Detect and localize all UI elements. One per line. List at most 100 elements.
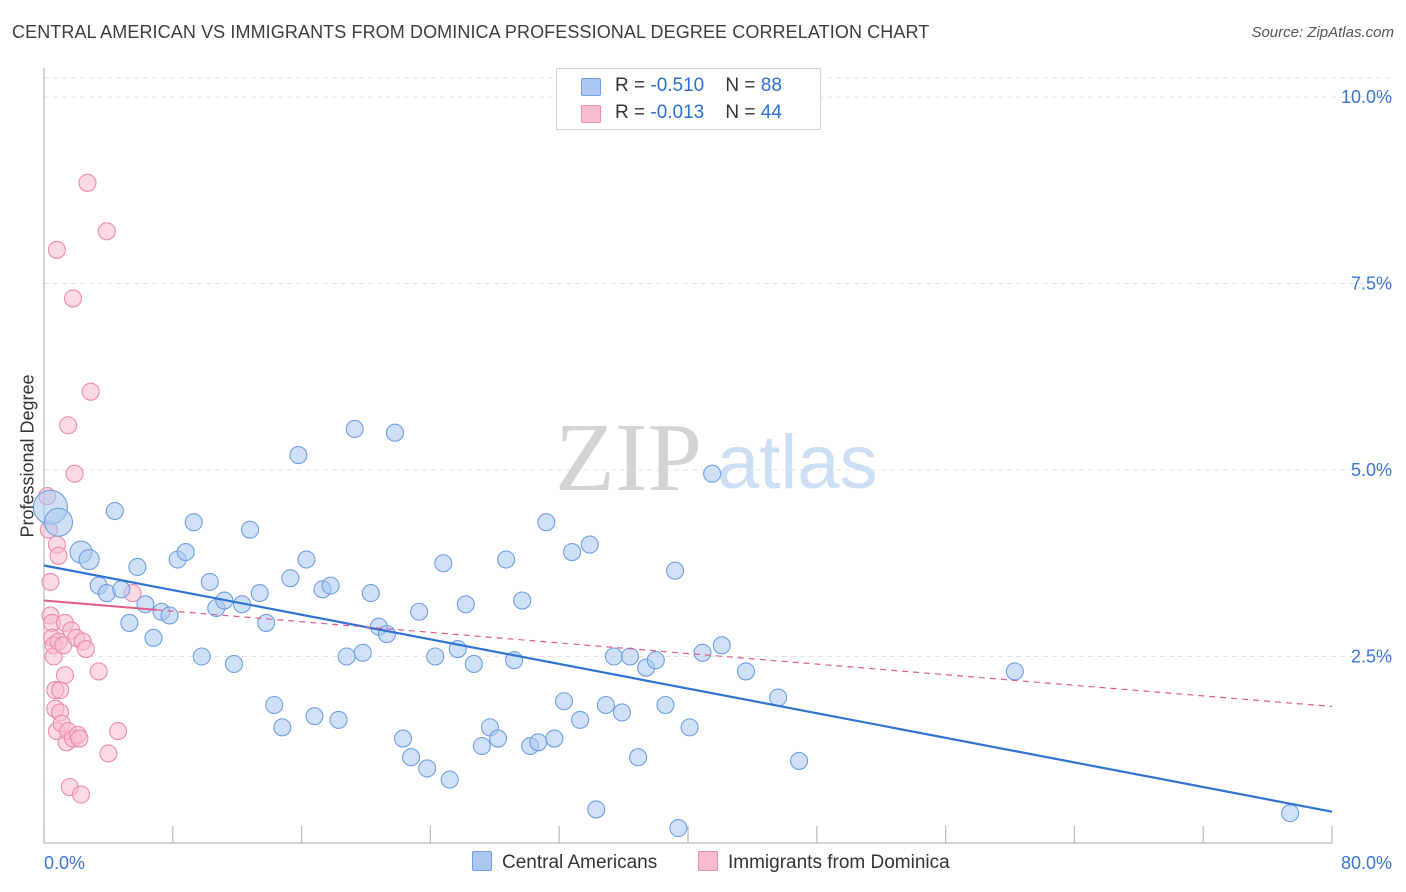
point-central-american <box>472 736 491 756</box>
trend-line-dominica-solid <box>43 599 157 611</box>
legend-item-dominica: Immigrants from Dominica <box>698 851 950 874</box>
point-central-american <box>656 695 675 715</box>
x-tick-label-min: 0.0% <box>44 853 85 873</box>
watermark: ZIP atlas <box>555 404 878 512</box>
point-central-american <box>571 710 590 729</box>
point-central-american <box>385 423 405 442</box>
correlation-legend: R = -0.510 N = 88 R = -0.013 N = 44 <box>556 68 821 130</box>
point-central-american <box>410 602 429 621</box>
watermark-zip: ZIP <box>555 404 702 512</box>
point-central-american <box>297 550 316 569</box>
point-central-american <box>353 643 372 662</box>
point-central-american <box>464 654 483 674</box>
point-central-american <box>224 654 244 674</box>
point-central-american <box>629 748 648 767</box>
point-central-american <box>160 606 179 625</box>
point-central-american <box>513 591 532 610</box>
point-central-american <box>257 613 276 632</box>
point-dominica <box>59 416 78 435</box>
point-central-american <box>402 748 421 767</box>
point-central-american <box>488 729 508 748</box>
y-tick-label: 5.0% <box>1351 460 1392 480</box>
point-dominica <box>89 662 108 681</box>
point-dominica <box>41 572 60 591</box>
r-value-pink: -0.013 <box>650 102 705 123</box>
point-dominica <box>71 785 91 804</box>
point-central-american <box>426 647 445 666</box>
point-central-american <box>693 643 712 662</box>
point-central-american <box>321 576 340 595</box>
chart-title: CENTRAL AMERICAN VS IMMIGRANTS FROM DOMI… <box>12 22 930 42</box>
point-central-american <box>529 733 548 752</box>
point-central-american <box>281 569 300 588</box>
legend-swatch-central-americans <box>472 851 492 871</box>
point-central-american <box>790 751 809 770</box>
point-central-american <box>265 695 284 715</box>
point-central-american <box>250 584 269 603</box>
point-central-american <box>337 647 356 666</box>
source-note: Source: ZipAtlas.com <box>1251 24 1394 41</box>
y-tick-label: 2.5% <box>1351 647 1392 667</box>
point-central-american <box>241 520 260 539</box>
point-central-american <box>361 584 380 603</box>
point-central-american <box>646 651 665 670</box>
point-central-american <box>545 729 564 748</box>
legend-swatch-dominica <box>698 851 718 871</box>
point-central-american <box>112 580 131 599</box>
x-tick-label-max: 80.0% <box>1341 853 1392 873</box>
y-axis-title: Professional Degree <box>17 374 38 538</box>
legend-item-central-americans: Central Americans <box>472 851 657 874</box>
n-value-pink: 44 <box>760 102 782 123</box>
y-tick-label: 10.0% <box>1341 87 1392 107</box>
point-dominica <box>76 639 95 659</box>
point-central-american <box>712 636 731 655</box>
watermark-atlas: atlas <box>717 420 878 505</box>
point-central-american <box>78 548 100 571</box>
point-dominica <box>81 382 100 401</box>
point-central-american <box>1005 662 1024 681</box>
point-central-american <box>200 572 219 591</box>
trend-line-dominica-dashed <box>156 609 1333 708</box>
point-central-american <box>184 513 203 532</box>
y-tick-label: 7.5% <box>1351 274 1392 294</box>
point-dominica <box>63 289 83 308</box>
point-central-american <box>537 513 556 532</box>
point-central-american <box>769 688 788 707</box>
point-central-american <box>666 561 685 580</box>
series-central-americans-points <box>32 419 1300 838</box>
point-central-american <box>176 543 195 562</box>
point-central-american <box>434 554 453 573</box>
point-central-american <box>669 819 688 838</box>
point-central-american <box>289 446 308 465</box>
point-dominica <box>97 222 116 241</box>
point-central-american <box>192 647 211 666</box>
point-central-american <box>587 800 606 819</box>
point-central-american <box>440 770 459 789</box>
point-central-american <box>703 464 722 483</box>
point-central-american <box>580 535 599 554</box>
grid-lines <box>44 77 1392 657</box>
point-central-american <box>120 613 139 632</box>
point-dominica <box>99 744 118 763</box>
point-central-american <box>680 718 699 737</box>
point-central-american <box>345 419 364 439</box>
point-dominica <box>109 722 128 741</box>
point-central-american <box>329 710 348 729</box>
point-dominica <box>55 666 74 685</box>
axes <box>43 68 1333 844</box>
point-central-american <box>604 647 623 666</box>
point-central-american <box>43 507 74 537</box>
point-central-american <box>305 707 324 726</box>
point-central-american <box>1281 804 1300 823</box>
point-central-american <box>620 647 640 666</box>
point-central-american <box>273 718 292 737</box>
point-central-american <box>393 729 413 748</box>
trend-line-central-americans <box>43 564 1333 813</box>
series-dominica-points <box>38 173 142 804</box>
point-central-american <box>144 628 163 647</box>
point-central-american <box>418 759 437 778</box>
point-dominica <box>47 240 66 259</box>
trend-lines <box>43 564 1333 813</box>
point-dominica <box>65 464 84 483</box>
